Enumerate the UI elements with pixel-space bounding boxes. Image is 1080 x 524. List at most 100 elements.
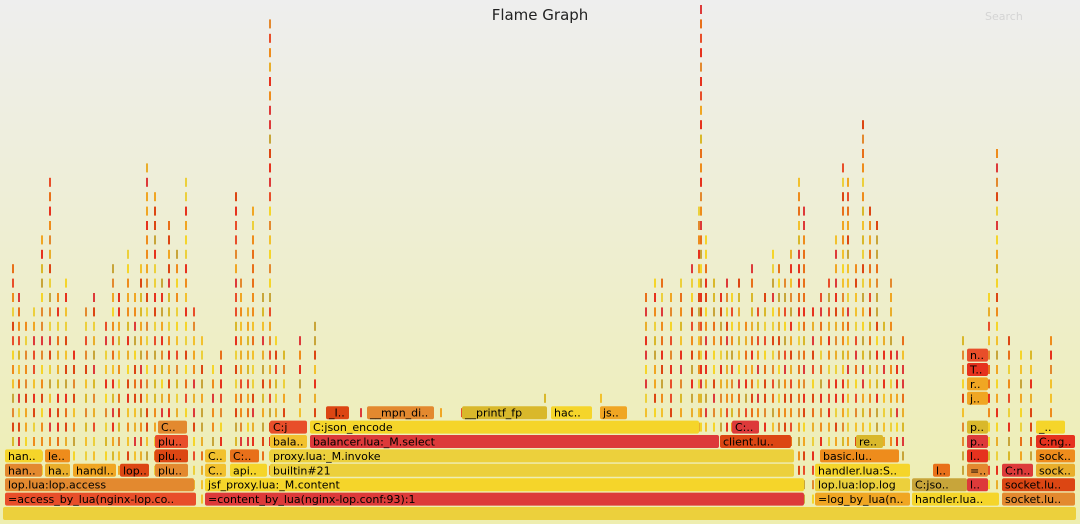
frame-bar[interactable] [772,408,774,418]
frame-bar[interactable] [146,379,148,389]
frame-bar[interactable] [772,278,774,288]
frame-bar[interactable] [134,293,136,302]
frame-bar[interactable] [803,465,805,475]
frame-bar[interactable] [691,379,693,389]
frame-bar[interactable] [65,422,67,432]
frame-bar[interactable] [269,336,271,346]
frame-bar[interactable] [828,379,830,389]
frame-bar[interactable] [705,422,707,432]
frame-bar[interactable] [185,278,187,288]
frame-stack[interactable] [812,307,814,518]
frame-bar[interactable] [661,321,663,331]
frame-bar[interactable] [93,408,95,418]
frame-bar[interactable] [726,408,728,418]
frame-bar[interactable] [835,365,837,374]
frame-bar[interactable] [93,451,95,461]
frame-bar[interactable] [49,235,51,245]
frame-bar[interactable] [798,293,800,302]
frame-bar[interactable] [803,393,805,403]
frame-bar[interactable] [803,437,805,446]
frame-stack[interactable] [176,249,178,518]
frame-bar[interactable] [326,406,349,420]
frame-bar[interactable] [73,365,75,374]
frame-bar[interactable] [269,408,271,418]
frame-bar[interactable] [890,321,892,331]
frame-bar[interactable] [146,307,148,317]
frame-bar[interactable] [654,393,656,403]
frame-bar[interactable] [876,393,878,403]
frame-bar[interactable] [57,350,59,360]
frame-bar[interactable] [269,48,271,58]
frame-bar[interactable] [772,422,774,432]
frame-bar[interactable] [112,350,114,360]
frame-bar[interactable] [842,163,844,173]
frame-bar[interactable] [890,408,892,418]
frame-bar[interactable] [751,365,753,374]
frame-bar[interactable] [127,293,129,302]
frame-bar[interactable] [201,408,203,418]
frame-bar[interactable] [731,408,733,418]
frame-bar[interactable] [269,19,271,29]
frame-bar[interactable] [205,478,804,492]
frame-bar[interactable] [654,408,656,418]
frame-bar[interactable] [299,336,301,346]
frame-bar[interactable] [869,408,871,418]
frame-bar[interactable] [996,177,998,187]
frame-bar[interactable] [855,336,857,346]
frame-bar[interactable] [862,278,864,288]
frame-bar[interactable] [902,365,904,374]
frame-bar[interactable] [1030,393,1032,403]
frame-bar[interactable] [835,278,837,288]
frame-bar[interactable] [73,408,75,418]
frame-bar[interactable] [185,321,187,331]
frame-bar[interactable] [33,379,35,389]
frame-bar[interactable] [670,307,672,317]
frame-bar[interactable] [803,321,805,331]
frame-bar[interactable] [247,336,249,346]
frame[interactable]: C:jso.. [912,478,967,492]
frame-bar[interactable] [1020,350,1022,360]
frame-bar[interactable] [645,379,647,389]
frame-bar[interactable] [691,350,693,360]
frame-bar[interactable] [18,422,20,432]
frame-bar[interactable] [1036,463,1075,477]
frame-bar[interactable] [154,293,156,302]
frame-bar[interactable] [670,379,672,389]
frame-bar[interactable] [57,321,59,331]
frame-bar[interactable] [751,408,753,418]
frame-bar[interactable] [176,321,178,331]
frame-bar[interactable] [869,206,871,216]
frame-bar[interactable] [41,408,43,418]
frame-bar[interactable] [235,422,237,432]
frame-bar[interactable] [235,393,237,403]
frame-bar[interactable] [869,249,871,259]
frame-bar[interactable] [680,408,682,418]
frame-bar[interactable] [812,321,814,331]
frame-bar[interactable] [1008,451,1010,461]
frame-bar[interactable] [134,422,136,432]
frame-bar[interactable] [275,408,277,418]
frame-bar[interactable] [705,336,707,346]
frame-bar[interactable] [700,105,702,115]
frame-bar[interactable] [862,379,864,389]
frame-bar[interactable] [112,293,114,302]
frame-bar[interactable] [757,336,759,346]
frame-bar[interactable] [996,235,998,245]
frame-bar[interactable] [996,437,998,446]
frame-bar[interactable] [1050,393,1052,403]
frame[interactable]: re.. [856,435,883,449]
frame-bar[interactable] [835,379,837,389]
frame-bar[interactable] [738,408,740,418]
frame-bar[interactable] [314,336,316,346]
frame-bar[interactable] [85,422,87,432]
frame-bar[interactable] [85,379,87,389]
frame-bar[interactable] [193,379,195,389]
frame-bar[interactable] [726,336,728,346]
frame-bar[interactable] [820,437,822,446]
frame-bar[interactable] [764,307,766,317]
frame-bar[interactable] [314,350,316,360]
frame-bar[interactable] [828,422,830,432]
frame-bar[interactable] [1002,463,1033,477]
frame-bar[interactable] [962,408,964,418]
frame-bar[interactable] [168,408,170,418]
